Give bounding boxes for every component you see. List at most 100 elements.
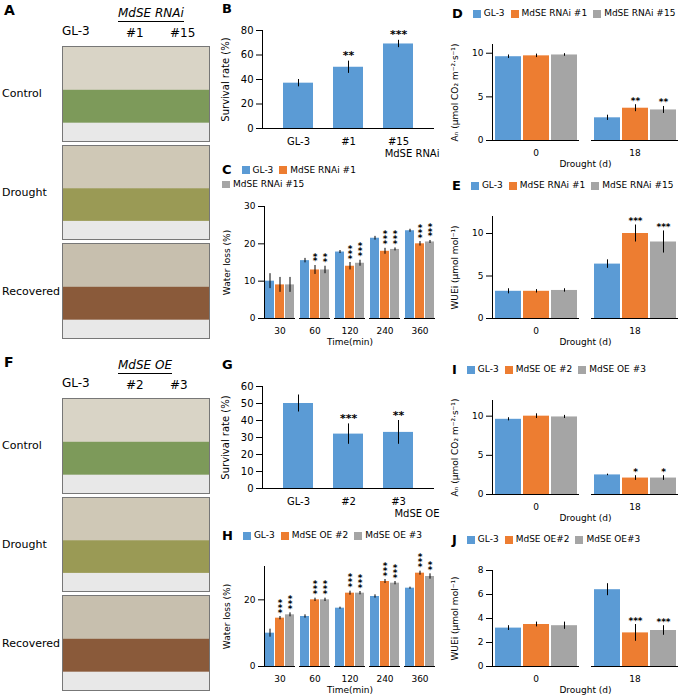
svg-text:40: 40 [241, 415, 254, 426]
svg-text:0: 0 [247, 123, 253, 134]
svg-text:***: *** [383, 561, 388, 581]
svg-text:#15: #15 [388, 136, 409, 147]
svg-text:MdSE OE: MdSE OE [394, 508, 439, 519]
svg-text:***: *** [656, 617, 670, 627]
svg-text:20: 20 [241, 449, 254, 460]
svg-text:WUEi (μmol mol⁻¹): WUEi (μmol mol⁻¹) [450, 576, 460, 660]
svg-text:GL-3: GL-3 [287, 136, 310, 147]
svg-text:Survival rate (%): Survival rate (%) [220, 37, 231, 121]
svg-text:Survival rate (%): Survival rate (%) [220, 395, 231, 479]
svg-text:***: *** [348, 244, 353, 264]
svg-text:#1: #1 [341, 136, 356, 147]
svg-text:360: 360 [411, 674, 428, 684]
svg-text:120: 120 [341, 326, 358, 336]
svg-text:0: 0 [533, 148, 539, 158]
svg-text:50: 50 [241, 398, 254, 409]
svg-text:***: *** [383, 229, 388, 249]
svg-text:18: 18 [629, 326, 641, 336]
svg-text:***: *** [278, 598, 283, 618]
svg-text:Time(min): Time(min) [326, 337, 373, 347]
svg-text:***: *** [656, 222, 670, 232]
svg-text:0: 0 [478, 313, 484, 323]
svg-text:0: 0 [247, 483, 253, 494]
svg-text:60: 60 [241, 381, 254, 392]
svg-text:***: *** [313, 579, 318, 599]
svg-text:10: 10 [244, 276, 256, 286]
svg-text:**: ** [428, 560, 433, 575]
svg-text:#2: #2 [341, 496, 356, 507]
svg-text:20: 20 [244, 595, 256, 605]
svg-text:*: * [661, 467, 666, 477]
svg-text:**: ** [323, 252, 328, 267]
svg-text:120: 120 [341, 674, 358, 684]
svg-text:240: 240 [376, 326, 393, 336]
svg-text:Aₙ (μmol CO₂ m⁻²·s⁻¹): Aₙ (μmol CO₂ m⁻²·s⁻¹) [450, 44, 460, 142]
svg-text:***: *** [428, 222, 433, 242]
svg-text:10: 10 [241, 466, 254, 477]
svg-text:***: *** [288, 594, 293, 614]
svg-text:2: 2 [478, 637, 484, 647]
svg-text:#3: #3 [391, 496, 406, 507]
svg-text:5: 5 [478, 450, 484, 460]
svg-text:**: ** [659, 97, 669, 107]
svg-text:60: 60 [309, 674, 321, 684]
svg-text:40: 40 [241, 74, 254, 85]
svg-text:60: 60 [309, 326, 321, 336]
svg-text:0: 0 [533, 326, 539, 336]
svg-text:5: 5 [478, 271, 484, 281]
svg-text:MdSE RNAi: MdSE RNAi [385, 148, 440, 159]
svg-text:30: 30 [244, 201, 256, 211]
svg-text:60: 60 [241, 49, 254, 60]
svg-text:***: *** [358, 241, 363, 261]
svg-text:Water loss (%): Water loss (%) [222, 584, 232, 649]
svg-text:5: 5 [478, 92, 484, 102]
svg-text:30: 30 [274, 674, 286, 684]
svg-text:Aₙ (μmol CO₂ m⁻²·s⁻¹): Aₙ (μmol CO₂ m⁻²·s⁻¹) [450, 399, 460, 497]
svg-text:***: *** [418, 223, 423, 243]
svg-text:240: 240 [376, 674, 393, 684]
svg-text:**: ** [343, 49, 355, 62]
svg-text:**: ** [631, 96, 641, 106]
svg-text:360: 360 [411, 326, 428, 336]
svg-text:Drought (d): Drought (d) [559, 685, 611, 695]
svg-text:***: *** [358, 573, 363, 593]
svg-text:GL-3: GL-3 [287, 496, 310, 507]
svg-text:***: *** [393, 229, 398, 249]
svg-text:***: *** [348, 572, 353, 592]
svg-text:***: *** [390, 28, 408, 41]
svg-text:**: ** [393, 409, 405, 422]
svg-text:80: 80 [241, 25, 254, 36]
svg-text:0: 0 [250, 661, 256, 671]
svg-text:4: 4 [478, 613, 484, 623]
svg-text:30: 30 [241, 432, 254, 443]
svg-text:Drought (d): Drought (d) [559, 513, 611, 523]
svg-text:20: 20 [241, 98, 254, 109]
svg-text:0: 0 [533, 502, 539, 512]
svg-text:Time(min): Time(min) [326, 685, 373, 695]
svg-text:***: *** [340, 412, 358, 425]
svg-text:6: 6 [478, 589, 484, 599]
svg-text:***: *** [628, 216, 642, 226]
svg-text:0: 0 [478, 661, 484, 671]
svg-text:10: 10 [472, 228, 484, 238]
svg-text:**: ** [313, 252, 318, 267]
svg-text:30: 30 [274, 326, 286, 336]
svg-text:0: 0 [478, 135, 484, 145]
svg-text:0: 0 [533, 674, 539, 684]
svg-text:18: 18 [629, 148, 641, 158]
svg-text:10: 10 [472, 48, 484, 58]
svg-text:Water loss (%): Water loss (%) [222, 230, 232, 295]
svg-text:***: *** [323, 579, 328, 599]
svg-text:***: *** [628, 616, 642, 626]
svg-text:***: *** [418, 552, 423, 572]
svg-text:***: *** [393, 563, 398, 583]
svg-text:*: * [633, 467, 638, 477]
svg-text:0: 0 [250, 313, 256, 323]
svg-text:WUEi (μmol mol⁻¹): WUEi (μmol mol⁻¹) [450, 225, 460, 309]
svg-text:0: 0 [478, 489, 484, 499]
svg-text:18: 18 [629, 674, 641, 684]
svg-text:Drought (d): Drought (d) [559, 159, 611, 169]
svg-text:Drought (d): Drought (d) [559, 337, 611, 347]
svg-text:20: 20 [244, 239, 256, 249]
svg-text:18: 18 [629, 502, 641, 512]
